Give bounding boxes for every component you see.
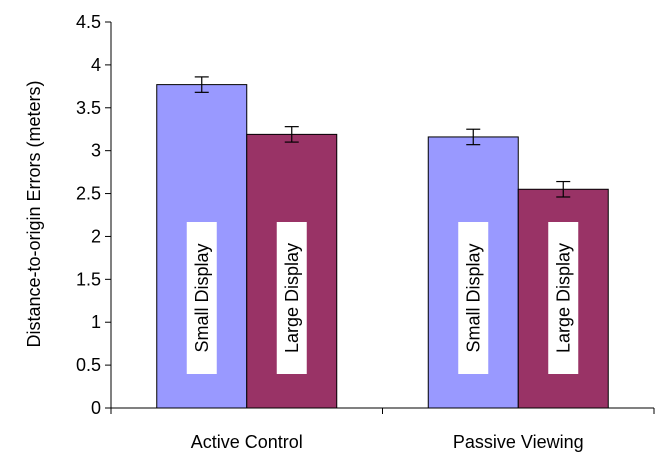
bar-label-small-display: Small Display: [463, 243, 483, 352]
y-tick-label: 4: [91, 55, 101, 75]
x-tick-label: Active Control: [191, 432, 303, 452]
x-tick-label: Passive Viewing: [453, 432, 584, 452]
bar-label-small-display: Small Display: [192, 243, 212, 352]
y-tick-label: 1: [91, 312, 101, 332]
y-tick-label: 0.5: [76, 355, 101, 375]
y-axis-title: Distance-to-origin Errors (meters): [24, 80, 44, 347]
y-tick-label: 4.5: [76, 12, 101, 32]
y-tick-label: 1.5: [76, 269, 101, 289]
bar-label-box: [276, 222, 307, 374]
y-tick-label: 3.5: [76, 98, 101, 118]
bar-label-box: [186, 222, 217, 374]
plot-area: 0 0.5 1 1.5 2 2.5 3 3.5 4 4.5 Small Display Large D…: [76, 12, 655, 452]
bar-label-box: [548, 222, 579, 374]
y-tick-label: 2: [91, 226, 101, 246]
bar-label-large-display: Large Display: [282, 243, 302, 353]
y-tick-label: 0: [91, 398, 101, 418]
bar-label-box: [458, 222, 489, 374]
bar-label-large-display: Large Display: [553, 243, 573, 353]
y-tick-label: 3: [91, 141, 101, 161]
y-tick-label: 2.5: [76, 184, 101, 204]
